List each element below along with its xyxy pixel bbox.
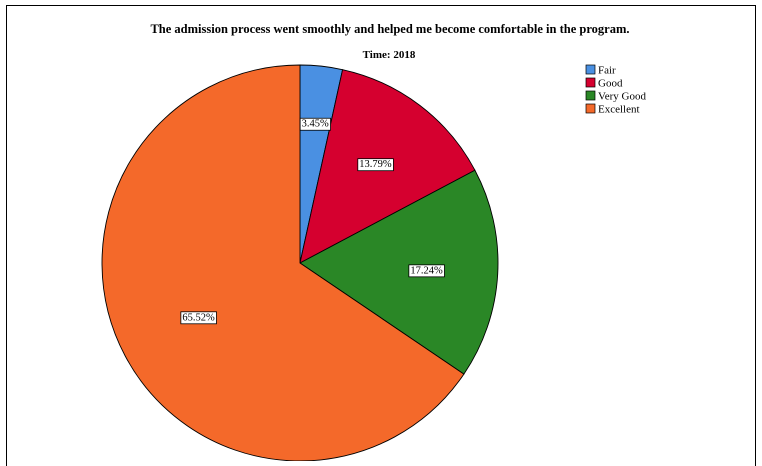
data-label-excellent: 65.52% (180, 311, 217, 325)
data-labels: 3.45% 13.79% 17.24% 65.52% (180, 117, 445, 325)
legend-item-excellent: Excellent (585, 103, 640, 116)
legend-swatch-good (585, 77, 596, 88)
legend-label-good: Good (598, 78, 623, 90)
pie-slice-very-good (299, 169, 499, 375)
legend-item-good: Good (585, 77, 623, 90)
data-label-very-good: 17.24% (408, 264, 445, 278)
legend-swatch-fair (585, 64, 596, 75)
data-label-fair: 3.45% (299, 117, 331, 131)
legend-swatch-excellent (585, 103, 596, 114)
legend-item-very-good: Very Good (585, 90, 646, 103)
legend-label-excellent: Excellent (598, 104, 640, 116)
chart-title: The admission process went smoothly and … (150, 22, 629, 36)
svg-text:17.24%: 17.24% (410, 265, 443, 276)
svg-text:3.45%: 3.45% (302, 119, 329, 130)
data-label-good: 13.79% (357, 158, 394, 172)
chart-subtitle: Time: 2018 (363, 49, 416, 61)
legend-label-very-good: Very Good (598, 91, 646, 103)
pie-slice-excellent (101, 64, 465, 461)
legend-swatch-very-good (585, 90, 596, 101)
svg-text:65.52%: 65.52% (182, 312, 215, 323)
legend-item-fair: Fair (585, 64, 616, 77)
chart-frame: The admission process went smoothly and … (6, 5, 756, 466)
svg-text:13.79%: 13.79% (359, 159, 392, 170)
legend-label-fair: Fair (598, 65, 616, 77)
pie-chart: The admission process went smoothly and … (101, 22, 646, 461)
